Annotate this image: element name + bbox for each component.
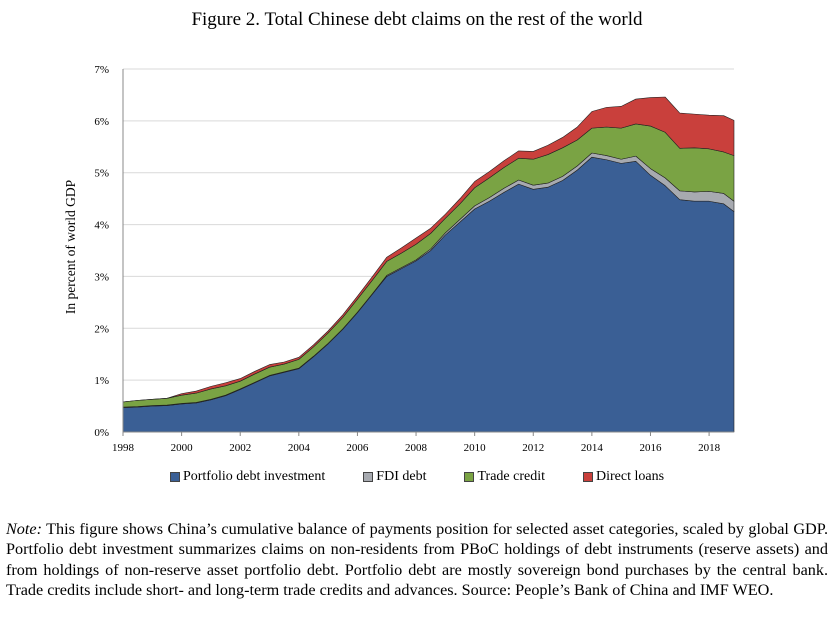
stacked-area-chart: 0% 1% 2% 3% 4% 5% 6% 7% 1998 2000 2002 2004 2006 2008… [63, 64, 735, 454]
axes: 0% 1% 2% 3% 4% 5% 6% 7% 1998 2000 2002 2004 2006 2008… [94, 64, 734, 454]
legend-label: Direct loans [596, 469, 665, 484]
x-tick-label: 2008 [405, 442, 428, 454]
y-axis-label: In percent of world GDP [63, 180, 78, 314]
legend: Portfolio debt investment FDI debt Trade c… [0, 469, 834, 485]
y-tick-label: 4% [94, 220, 109, 232]
x-tick-label: 2012 [522, 442, 544, 454]
x-tick-label: 2000 [171, 442, 194, 454]
legend-label: Portfolio debt investment [182, 469, 326, 484]
area-series [122, 96, 735, 433]
x-tick-label: 2002 [229, 442, 251, 454]
y-tick-label: 6% [94, 116, 109, 128]
note-text: This figure shows China’s cumulative bal… [6, 520, 828, 600]
legend-label: FDI debt [376, 469, 427, 484]
legend-swatch [583, 472, 593, 482]
x-tick-label: 2006 [346, 442, 369, 454]
y-tick-label: 2% [94, 323, 109, 335]
figure-note: Note: This figure shows China’s cumulati… [6, 519, 828, 601]
legend-item: FDI debt [363, 469, 426, 485]
y-tick-label: 0% [94, 427, 109, 439]
legend-swatch [169, 472, 180, 482]
x-tick-label: 1998 [112, 442, 135, 454]
legend-item: Portfolio debt investment [169, 469, 326, 485]
x-tick-label: 2018 [698, 442, 721, 454]
chart-title: Figure 2. Total Chinese debt claims on t… [191, 9, 643, 30]
area-direct-loans [122, 96, 735, 403]
y-tick-label: 5% [94, 168, 109, 180]
y-tick-label: 1% [94, 375, 109, 387]
x-tick-label: 2014 [581, 442, 604, 454]
x-tick-label: 2004 [288, 442, 311, 454]
y-tick-label: 7% [94, 64, 109, 76]
x-tick-label: 2016 [639, 442, 662, 454]
note-label: Note: [6, 520, 42, 538]
legend-label: Trade credit [477, 469, 545, 484]
legend-swatch [464, 472, 475, 482]
legend-item: Trade credit [464, 469, 545, 485]
legend-item: Direct loans [583, 469, 664, 485]
legend-swatch [363, 472, 374, 482]
x-tick-label: 2010 [464, 442, 487, 454]
y-tick-label: 3% [94, 271, 109, 283]
